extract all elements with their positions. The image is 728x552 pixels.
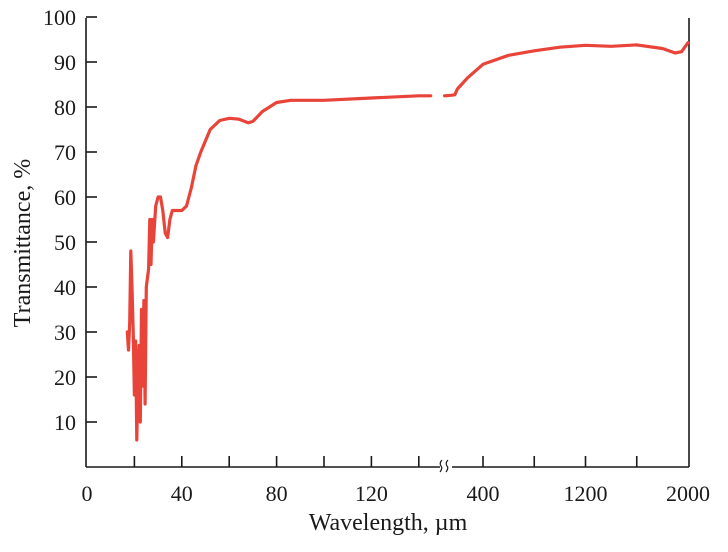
- data-point: [450, 94, 452, 97]
- data-point: [466, 76, 469, 79]
- data-point: [138, 344, 140, 347]
- data-point: [139, 421, 142, 423]
- data-point: [370, 97, 373, 99]
- x-tick-label: 80: [266, 481, 288, 506]
- data-point: [454, 94, 456, 96]
- data-point: [144, 403, 146, 405]
- data-point: [185, 205, 188, 207]
- y-tick-label: 50: [54, 230, 76, 255]
- data-point: [429, 94, 432, 97]
- data-point: [290, 99, 292, 102]
- data-point: [218, 119, 221, 122]
- y-tick-label: 30: [54, 320, 76, 345]
- data-point: [195, 164, 197, 167]
- data-point: [134, 340, 137, 342]
- y-tick-label: 80: [54, 95, 76, 120]
- data-point: [418, 94, 420, 97]
- y-tick-label: 90: [54, 50, 76, 75]
- data-point: [199, 151, 202, 153]
- data-point: [159, 196, 162, 198]
- data-point: [559, 46, 561, 48]
- data-point: [610, 45, 612, 48]
- data-point: [166, 236, 169, 239]
- data-point: [190, 187, 193, 189]
- data-point: [661, 47, 664, 50]
- x-axis-title: Wavelength, µm: [309, 510, 468, 536]
- series-line-segment-low-wavelength: [125, 94, 433, 442]
- data-point: [130, 250, 132, 252]
- data-point: [141, 385, 144, 387]
- data-point: [237, 118, 240, 120]
- axis-break-icon: [439, 459, 449, 473]
- data-point: [164, 232, 167, 234]
- data-point: [169, 218, 171, 221]
- data-point: [176, 209, 178, 212]
- y-tick-label: 100: [43, 5, 76, 30]
- data-point: [145, 286, 148, 288]
- data-point: [228, 117, 230, 120]
- data-point: [209, 128, 212, 131]
- data-point: [133, 394, 136, 396]
- data-point: [680, 50, 683, 53]
- data-point: [171, 209, 174, 212]
- y-axis-title: Transmittance, %: [10, 159, 36, 327]
- data-point: [674, 52, 676, 54]
- data-point: [154, 205, 157, 207]
- series-line-segment-high-wavelength: [443, 41, 690, 98]
- data-point: [151, 218, 153, 221]
- data-point: [443, 94, 446, 97]
- x-tick-label: 400: [467, 481, 500, 506]
- data-point: [149, 218, 151, 221]
- data-point: [635, 44, 638, 46]
- data-point: [126, 331, 129, 333]
- series-lines: [125, 41, 690, 442]
- x-tick-label: 40: [171, 481, 193, 506]
- data-point: [137, 376, 139, 378]
- y-tick-label: 20: [54, 365, 76, 390]
- x-tick-label: 2000: [666, 481, 710, 506]
- data-point: [132, 331, 135, 333]
- data-point: [275, 101, 278, 104]
- data-point: [131, 286, 133, 288]
- x-tick-label: 1200: [564, 481, 608, 506]
- data-point: [162, 209, 164, 212]
- data-point: [252, 120, 254, 123]
- data-point: [135, 439, 138, 441]
- data-point: [152, 241, 155, 243]
- data-point: [150, 263, 152, 266]
- data-point: [533, 49, 536, 52]
- data-point: [482, 63, 484, 66]
- data-point: [147, 268, 150, 270]
- data-point: [127, 349, 130, 351]
- data-point: [247, 121, 249, 124]
- data-point: [143, 299, 145, 302]
- data-point: [507, 54, 510, 57]
- data-point: [181, 209, 183, 212]
- y-tick-label: 70: [54, 140, 76, 165]
- data-point: [261, 110, 264, 113]
- y-tick-label: 60: [54, 185, 76, 210]
- data-point: [687, 41, 689, 44]
- data-point: [128, 322, 131, 324]
- data-point: [456, 88, 459, 90]
- x-tick-label: 0: [82, 481, 93, 506]
- y-tick-label: 40: [54, 275, 76, 300]
- data-point: [584, 44, 587, 47]
- data-point: [140, 308, 143, 311]
- x-tick-label: 120: [355, 481, 388, 506]
- data-point: [323, 99, 325, 102]
- y-tick-label: 10: [54, 410, 76, 435]
- data-point: [157, 196, 159, 198]
- ticks: 10 20 30 40 50 60 70 80 90 100 0 40 80 120 400 1200 2000: [43, 5, 710, 506]
- axes: [85, 18, 690, 473]
